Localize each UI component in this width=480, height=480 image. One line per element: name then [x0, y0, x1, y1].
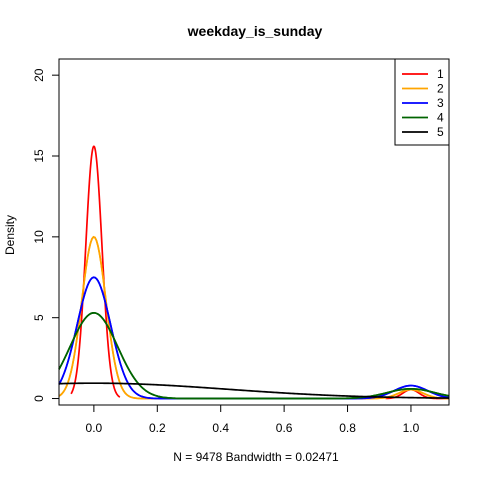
- x-axis: 0.0 0.2 0.4 0.6 0.8 1.0: [86, 404, 420, 435]
- y-tick-label: 15: [32, 149, 46, 163]
- x-tick-label: 0.2: [149, 421, 166, 435]
- x-tick-label: 0.8: [339, 421, 356, 435]
- series-4: [58, 311, 450, 400]
- x-axis-label: N = 9478 Bandwidth = 0.02471: [173, 450, 339, 464]
- y-axis-label: Density: [3, 215, 17, 255]
- legend-label-1: 1: [437, 67, 444, 81]
- series-layer: [58, 145, 450, 400]
- y-tick-label: 20: [32, 68, 46, 82]
- legend-label-5: 5: [437, 125, 444, 139]
- legend-label-3: 3: [437, 96, 444, 110]
- y-tick-label: 0: [32, 395, 46, 402]
- series-4-line-2: [58, 311, 450, 400]
- y-axis: 0 5 10 15 20: [32, 68, 60, 402]
- x-tick-label: 0.0: [86, 421, 103, 435]
- legend-label-4: 4: [437, 111, 444, 125]
- chart-title: weekday_is_sunday: [187, 23, 323, 39]
- y-tick-label: 10: [32, 230, 46, 244]
- series-5-line-1: [58, 382, 450, 399]
- legend-label-2: 2: [437, 82, 444, 96]
- series-5: [58, 382, 450, 399]
- x-tick-label: 1.0: [403, 421, 420, 435]
- y-tick-label: 5: [32, 314, 46, 321]
- series-1-line-1: [70, 145, 121, 398]
- x-tick-label: 0.4: [212, 421, 229, 435]
- x-tick-label: 0.6: [276, 421, 293, 435]
